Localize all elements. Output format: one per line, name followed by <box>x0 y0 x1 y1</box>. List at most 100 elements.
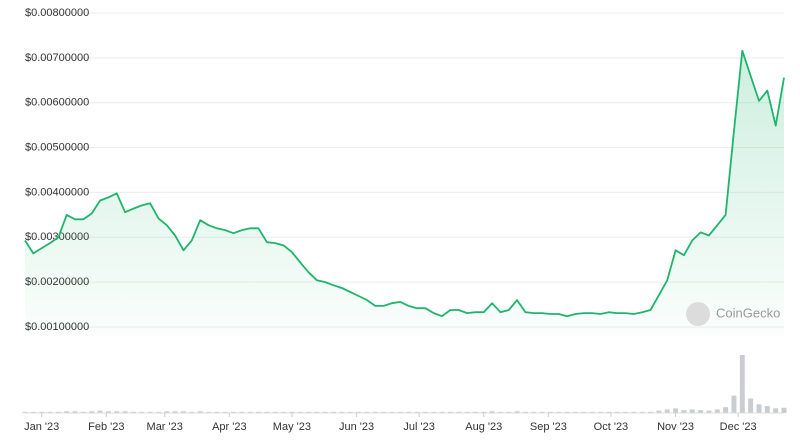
watermark: CoinGecko <box>686 302 780 326</box>
y-tick-label: $0.00600000 <box>25 97 89 109</box>
volume-bar <box>689 409 695 413</box>
volume-bar <box>22 411 28 413</box>
volume-bar <box>206 411 211 413</box>
volume-bar <box>623 411 629 413</box>
volume-bar <box>514 411 520 413</box>
volume-bar <box>606 411 612 413</box>
volume-bar <box>347 411 353 413</box>
volume-bar <box>614 411 620 413</box>
volume-bar <box>431 411 437 413</box>
volume-bar <box>214 411 220 413</box>
y-tick-label: $0.00800000 <box>25 7 89 19</box>
x-tick-label: Dec '23 <box>720 421 757 433</box>
y-tick-label: $0.00500000 <box>25 141 89 153</box>
volume-bar <box>714 409 720 413</box>
volume-bar <box>105 411 111 413</box>
volume-bar <box>256 411 262 413</box>
volume-bar <box>114 411 120 413</box>
volume-bar <box>55 411 61 413</box>
volume-bar <box>573 411 578 413</box>
volume-bar <box>297 411 303 413</box>
volume-bar <box>664 409 670 413</box>
volume-bar <box>30 411 36 413</box>
volume-bar <box>781 407 787 413</box>
volume-bar <box>322 411 328 413</box>
price-area <box>25 50 784 336</box>
volume-bar <box>764 406 770 413</box>
volume-bar <box>89 411 95 413</box>
y-tick-label: $0.00400000 <box>25 186 89 198</box>
volume-bar <box>397 411 403 413</box>
volume-bar <box>698 410 704 413</box>
volume-bar <box>556 411 562 413</box>
x-tick-label: Aug '23 <box>465 421 502 433</box>
volume-bar <box>239 411 245 413</box>
volume-bar <box>80 411 86 413</box>
volume-bar <box>706 410 712 413</box>
volume-bar <box>331 411 337 413</box>
volume-bar <box>639 411 645 413</box>
volume-bar <box>522 411 528 413</box>
volume-bar <box>681 410 687 413</box>
x-tick-label: Feb '23 <box>88 421 124 433</box>
volume-bar <box>439 411 445 413</box>
volume-bar <box>406 411 412 413</box>
volume-bar <box>656 410 662 413</box>
volume-bar <box>364 411 370 413</box>
volume-bar <box>122 411 128 413</box>
volume-bar <box>381 411 387 413</box>
volume-bar <box>189 411 195 413</box>
volume-bar <box>414 411 420 413</box>
volume-bar <box>197 411 203 413</box>
x-tick-label: Jul '23 <box>403 421 434 433</box>
volume-bar <box>172 411 178 413</box>
volume-bar <box>306 411 312 413</box>
x-tick-label: Jun '23 <box>339 421 374 433</box>
volume-bar <box>356 411 362 413</box>
volume-bar <box>314 411 320 413</box>
x-tick-label: Mar '23 <box>147 421 183 433</box>
x-tick-label: Sep '23 <box>530 421 567 433</box>
volume-bar <box>222 411 228 413</box>
volume-bar <box>539 411 545 413</box>
volume-bar <box>139 411 145 413</box>
volume-bar <box>422 411 428 413</box>
volume-bar <box>581 411 587 413</box>
volume-bar <box>281 411 287 413</box>
volume-bar <box>39 411 45 413</box>
volume-bar <box>264 411 270 413</box>
volume-bar <box>47 411 53 413</box>
watermark-text: CoinGecko <box>716 305 780 320</box>
volume-bar <box>247 411 253 413</box>
volume-bar <box>456 411 462 413</box>
volume-bar <box>289 411 295 413</box>
volume-bar <box>72 411 78 413</box>
volume-bar <box>773 408 779 413</box>
volume-bar <box>598 411 603 413</box>
price-line <box>24 49 785 318</box>
volume-bar <box>589 411 595 413</box>
x-tick-label: Apr '23 <box>212 421 247 433</box>
volume-bar <box>631 411 637 413</box>
volume-bar <box>447 411 453 413</box>
y-tick-label: $0.00700000 <box>25 52 89 64</box>
volume-bar <box>97 410 103 413</box>
volume-bar <box>497 411 503 413</box>
volume-bar <box>673 408 679 413</box>
volume-bar <box>648 411 654 413</box>
volume-bar <box>231 411 236 413</box>
watermark-logo <box>686 302 710 326</box>
volume-bar <box>130 411 136 413</box>
volume-bar <box>464 411 470 413</box>
volume-bar <box>147 411 153 413</box>
volume-bar <box>531 411 537 413</box>
volume-bar <box>472 411 478 413</box>
volume-bar <box>731 395 737 413</box>
x-tick-label: May '23 <box>273 421 311 433</box>
volume-bar <box>723 407 729 413</box>
volume-bar <box>372 411 378 413</box>
volume-bar <box>564 411 570 413</box>
volume-bar <box>506 411 512 413</box>
volume-bar <box>180 411 186 413</box>
volume-bar <box>481 411 487 413</box>
